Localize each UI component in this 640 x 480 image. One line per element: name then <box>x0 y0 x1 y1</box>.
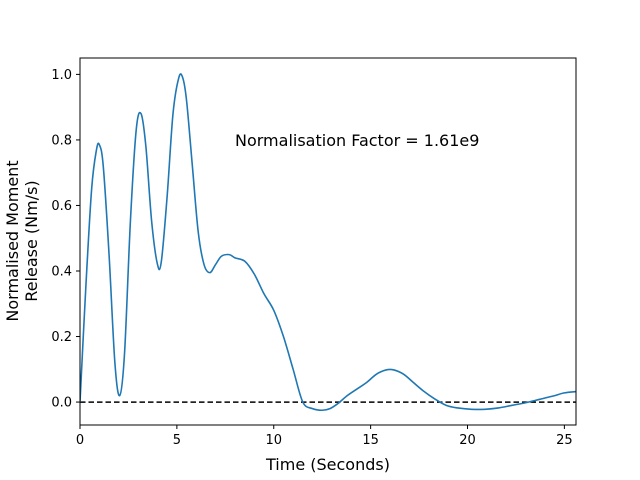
x-tick-label: 10 <box>265 433 282 448</box>
y-axis-label-line-2: Release (Nm/s) <box>22 180 41 301</box>
x-tick-label: 20 <box>459 433 476 448</box>
y-axis-label-line-1: Normalised Moment <box>3 160 22 321</box>
y-tick-label: 1.0 <box>51 68 72 83</box>
y-tick-label: 0.6 <box>51 199 72 214</box>
y-axis-label: Normalised Moment Release (Nm/s) <box>3 160 41 321</box>
y-tick-label: 0.0 <box>51 396 72 411</box>
series-line-0 <box>80 73 576 412</box>
axis-ticks: 0 5 10 15 20 25 0.0 0.2 0.4 0.6 0.8 1.0 <box>51 68 572 448</box>
x-tick-label: 15 <box>362 433 379 448</box>
x-tick-label: 5 <box>173 433 181 448</box>
y-tick-label: 0.8 <box>51 133 72 148</box>
normalisation-factor-annotation: Normalisation Factor = 1.61e9 <box>235 131 479 150</box>
plot-area <box>80 73 576 412</box>
y-tick-label: 0.2 <box>51 330 72 345</box>
axes-frame <box>79 57 577 426</box>
x-tick-label: 25 <box>556 433 573 448</box>
y-tick-label: 0.4 <box>51 264 72 279</box>
x-tick-label: 0 <box>76 433 84 448</box>
x-axis-label: Time (Seconds) <box>265 455 390 474</box>
